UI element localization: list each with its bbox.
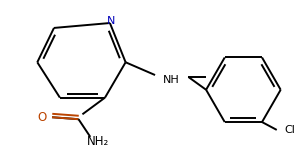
Text: O: O	[38, 111, 47, 124]
Text: NH₂: NH₂	[87, 135, 109, 148]
Text: Cl: Cl	[284, 125, 295, 135]
Text: N: N	[107, 16, 115, 26]
Text: NH: NH	[163, 75, 180, 85]
